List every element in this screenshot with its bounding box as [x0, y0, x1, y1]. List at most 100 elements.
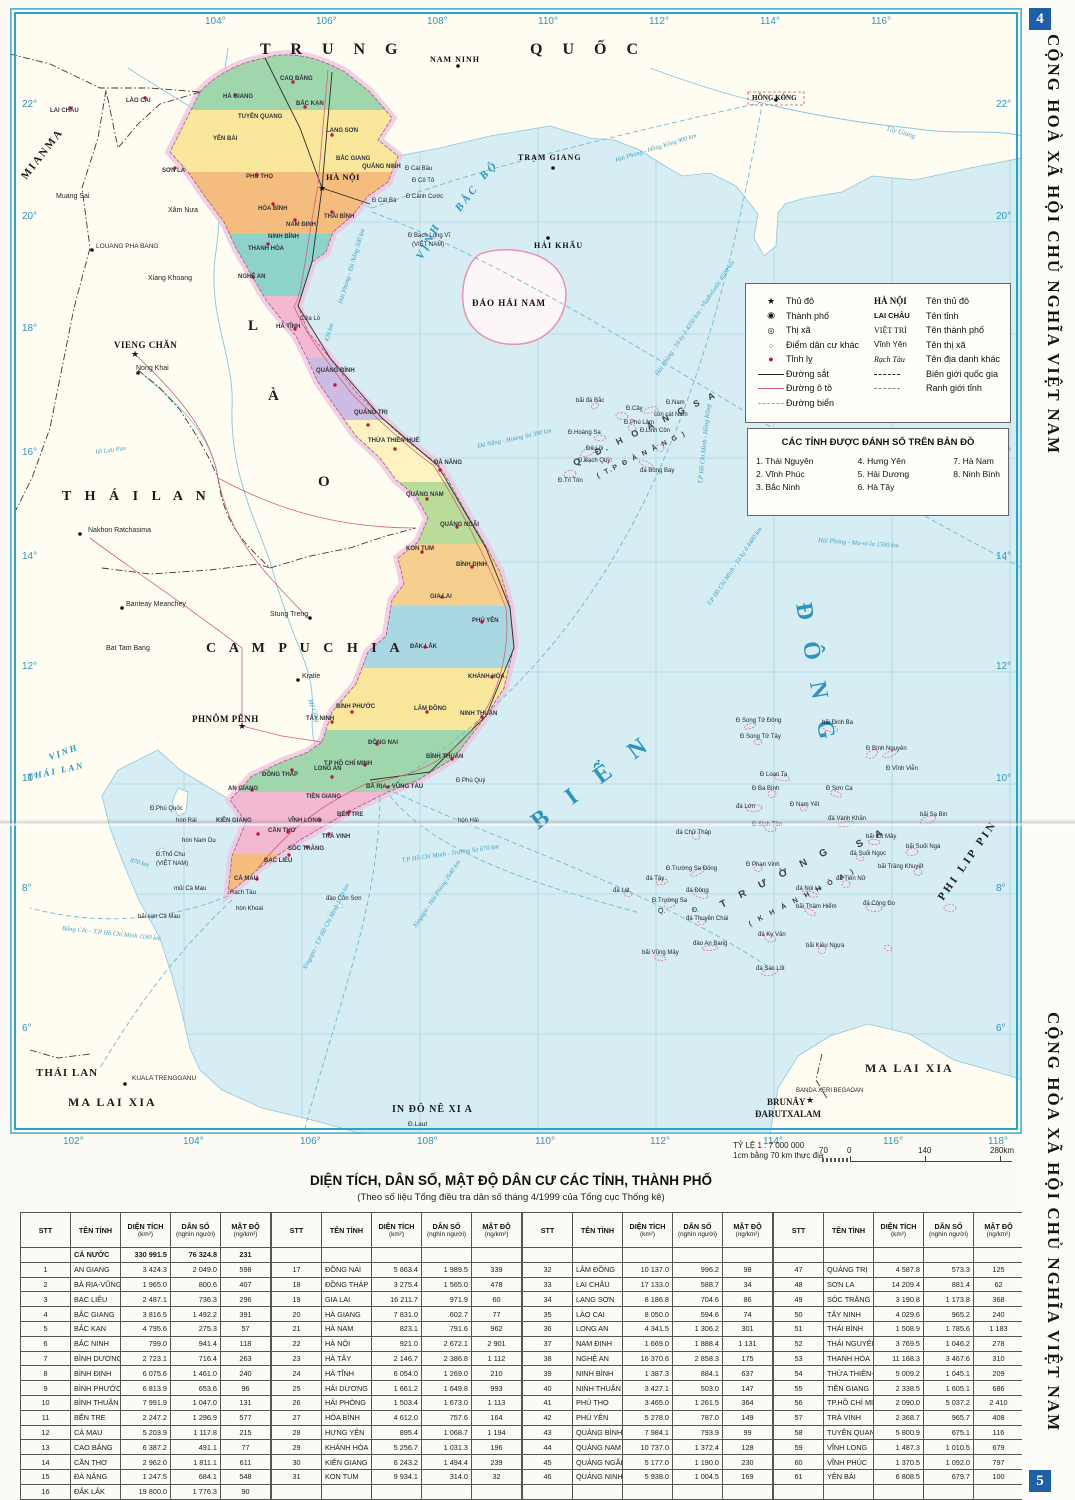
table-cell: 57 [773, 1409, 824, 1426]
table-cell: 993 [471, 1380, 522, 1396]
legend-label: Tên thị xã [926, 339, 966, 350]
province-capital-dot [291, 80, 295, 84]
longitude-label-bottom: 118° [988, 1136, 1008, 1147]
table-cell: 675.1 [923, 1424, 974, 1441]
province-capital-dot [271, 202, 275, 206]
province-capital-dot [470, 565, 474, 569]
table-cell: NINH BÌNH [572, 1365, 623, 1382]
table-cell: 965.7 [923, 1409, 974, 1426]
table-cell [321, 1247, 372, 1263]
reef-symbol [913, 868, 923, 876]
table-cell: 96 [220, 1380, 271, 1396]
table-cell: 653.6 [170, 1380, 221, 1396]
table-row: 41 PHÚ THỌ 3 465.0 1 261.5 364 [522, 1394, 773, 1411]
table-cell: LÀO CAI [572, 1306, 623, 1322]
roads [89, 69, 508, 869]
statistics-table-group-2: STT TÊN TỈNH DIỆN TÍCH (km²) DÂN SỐ (nghìn ng… [271, 1212, 522, 1500]
table-cell: 118 [220, 1335, 271, 1352]
table-cell: 1 372.4 [672, 1439, 723, 1456]
table-cell: 800.6 [170, 1276, 221, 1293]
province-capital-dot [143, 96, 147, 100]
table-cell: 1 492.2 [170, 1306, 221, 1322]
table-cell: 637 [722, 1365, 773, 1382]
country-title-top: CỘNG HOÀ XÃ HỘI CHỦ NGHĨA VIỆT NAM [1044, 34, 1063, 456]
table-cell [271, 1483, 322, 1500]
column-header: DIỆN TÍCH (km²) [873, 1212, 924, 1248]
province-capital-dot [256, 832, 260, 836]
table-cell: 1 092.0 [923, 1454, 974, 1470]
table-cell: 1 370.5 [873, 1454, 924, 1470]
table-cell: 53 [773, 1350, 824, 1367]
table-cell: 209 [973, 1365, 1024, 1382]
table-cell [371, 1247, 422, 1263]
scale-ratio: TỶ LỆ 1 : 7 000 000 [733, 1141, 805, 1150]
table-cell: LÂM ĐỒNG [572, 1261, 623, 1278]
table-cell: LONG AN [572, 1320, 623, 1337]
province-capital-dot [287, 853, 291, 857]
table-cell: 86 [722, 1291, 773, 1308]
legend-sample [874, 369, 926, 378]
column-header: MẬT ĐỘ (ng/km²) [471, 1212, 522, 1248]
table-cell: 4 [20, 1306, 71, 1322]
table-cell: 611 [220, 1454, 271, 1470]
table-cell: SÓC TRĂNG [823, 1291, 874, 1308]
table-cell: 1 247.5 [120, 1468, 171, 1485]
table-cell: 1 296.9 [170, 1409, 221, 1426]
table-cell: 14 [20, 1454, 71, 1470]
province-capital-dot [327, 832, 331, 836]
legend-marker: ◉ [756, 310, 786, 321]
reef-symbol [641, 406, 659, 414]
table-row: 43 QUẢNG BÌNH 7 984.1 793.9 99 [522, 1424, 773, 1441]
table-cell: 7 831.0 [371, 1306, 422, 1322]
province-capital-dot [423, 645, 427, 649]
city-dot [123, 1082, 127, 1086]
table-cell: 41 [522, 1394, 573, 1411]
legend-label: Thị xã [786, 325, 811, 336]
table-cell: 491.1 [170, 1439, 221, 1456]
table-cell: KON TUM [321, 1468, 372, 1485]
table-cell [622, 1483, 673, 1500]
reef-symbol [663, 899, 677, 909]
table-cell: 1 068.7 [421, 1424, 472, 1441]
table-cell: HÀ GIANG [321, 1306, 372, 1322]
table-row [271, 1483, 522, 1500]
table-cell: 1 183 [973, 1320, 1024, 1337]
legend-label: Tên thành phố [926, 325, 985, 336]
table-cell: 5 256.7 [371, 1439, 422, 1456]
reef-symbol [701, 945, 719, 951]
scale-tick [1000, 1156, 1001, 1162]
table-cell [773, 1483, 824, 1500]
table-cell [572, 1483, 623, 1500]
table-cell: 15 [20, 1468, 71, 1485]
reef-symbol [623, 891, 633, 897]
table-row: 40 NINH THUẬN 3 427.1 503.0 147 [522, 1380, 773, 1396]
table-row: 18 ĐỒNG THÁP 3 275.4 1 565.0 478 [271, 1276, 522, 1293]
reef-symbol [855, 854, 865, 862]
table-cell: BẮC GIANG [70, 1306, 121, 1322]
scale-tick-label: 70 [819, 1146, 828, 1155]
table-cell: 2 146.7 [371, 1350, 422, 1367]
table-row: 21 HÀ NAM 823.1 791.6 962 [271, 1320, 522, 1337]
province-capital-dot [347, 810, 351, 814]
table-cell: 3 [20, 1291, 71, 1308]
reef-symbol [804, 908, 816, 916]
table-cell: 56 [773, 1394, 824, 1411]
page-number-top: 4 [1029, 8, 1051, 30]
table-cell: 37 [522, 1335, 573, 1352]
table-row: 51 THÁI BÌNH 1 508.9 1 785.6 1 183 [773, 1320, 1024, 1337]
country-title-bottom: CỘNG HÒA XÃ HỘI CHỦ NGHĨA VIỆT NAM [1044, 1012, 1063, 1433]
table-cell: GIA LAI [321, 1291, 372, 1308]
table-cell [522, 1483, 573, 1500]
numbered-provinces-box: CÁC TỈNH ĐƯỢC ĐÁNH SỐ TRÊN BẢN ĐỒ 1. Thá… [747, 428, 1009, 516]
table-cell: 46 [522, 1468, 573, 1485]
reef-symbol [773, 774, 791, 782]
table-cell: 210 [471, 1365, 522, 1382]
table-cell: THÁI NGUYÊN [823, 1335, 874, 1352]
table-cell: 368 [973, 1291, 1024, 1308]
statistics-table-group-1: STT TÊN TỈNH DIỆN TÍCH (km²) DÂN SỐ (nghìn ng… [20, 1212, 271, 1500]
column-header: DIỆN TÍCH (km²) [120, 1212, 171, 1248]
legend-marker [756, 369, 786, 379]
legend-item: Đường ô tô [756, 381, 874, 396]
